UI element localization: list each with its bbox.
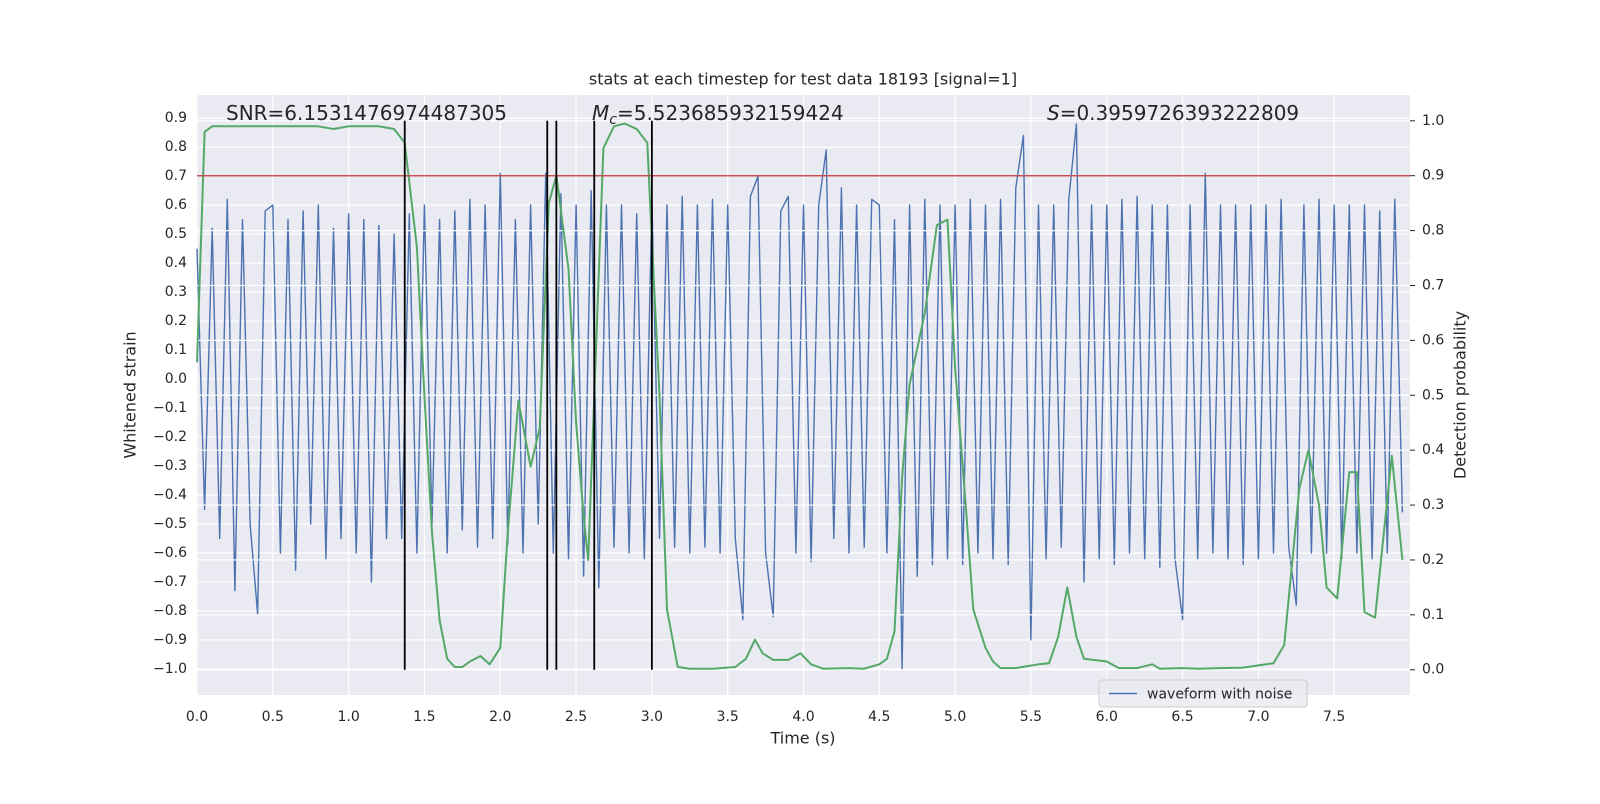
y-axis-label: Whitened strain (121, 331, 140, 458)
chart-title: stats at each timestep for test data 181… (589, 70, 1017, 89)
x-axis-label: Time (s) (769, 729, 835, 748)
y2-axis-label: Detection probability (1451, 311, 1470, 479)
x-tick-label: 3.5 (717, 709, 739, 725)
x-tick-label: 3.0 (641, 709, 663, 725)
y-tick-label: 0.7 (165, 168, 187, 184)
x-tick-label: 4.5 (868, 709, 890, 725)
y2-tick-label: 0.8 (1422, 223, 1444, 239)
y2-tick-label: 0.6 (1422, 332, 1444, 348)
y-tick-label: −0.7 (153, 574, 187, 590)
annotation-text: =5.523685932159424 (617, 101, 844, 125)
y-tick-label: 0.1 (165, 342, 187, 358)
y-tick-label: −0.3 (153, 458, 187, 474)
annotation-text: SNR=6.1531476974487305 (226, 101, 507, 125)
y-tick-label: −1.0 (153, 661, 187, 677)
annotation: S=0.3959726393222809 (1047, 101, 1299, 125)
annotation-symbol: S (1047, 101, 1060, 125)
x-tick-label: 5.5 (1020, 709, 1042, 725)
y-tick-label: 0.9 (165, 110, 187, 126)
x-tick-label: 6.5 (1171, 709, 1193, 725)
y-tick-label: 0.4 (165, 255, 187, 271)
y2-tick-label: 0.2 (1422, 552, 1444, 568)
legend-box (1098, 679, 1308, 708)
x-tick-label: 7.5 (1323, 709, 1345, 725)
y2-tick-label: 0.0 (1422, 662, 1444, 678)
x-tick-label: 0.5 (262, 709, 284, 725)
y-tick-label: 0.2 (165, 313, 187, 329)
y2-tick-label: 0.9 (1422, 168, 1444, 184)
y-tick-label: −0.9 (153, 632, 187, 648)
y-tick-label: −0.4 (153, 487, 187, 503)
y2-tick-label: 1.0 (1422, 113, 1444, 129)
y-tick-label: −0.8 (153, 603, 187, 619)
x-tick-label: 2.5 (565, 709, 587, 725)
y2-tick-label: 0.5 (1422, 387, 1444, 403)
y2-tick-label: 0.7 (1422, 277, 1444, 293)
y-tick-label: −0.5 (153, 516, 187, 532)
y-tick-label: 0.5 (165, 226, 187, 242)
y-tick-label: 0.0 (165, 371, 187, 387)
y-tick-label: 0.6 (165, 197, 187, 213)
line (196, 122, 1404, 670)
annotation: SNR=6.1531476974487305 (226, 101, 507, 125)
x-tick-label: 7.0 (1247, 709, 1269, 725)
x-tick-label: 4.0 (792, 709, 814, 725)
x-tick-label: 1.0 (337, 709, 359, 725)
annotation: Mc=5.523685932159424 (592, 101, 844, 129)
x-tick-label: 6.0 (1096, 709, 1118, 725)
x-tick-label: 1.5 (413, 709, 435, 725)
annotation-text: =0.3959726393222809 (1060, 101, 1299, 125)
y-tick-label: 0.8 (165, 139, 187, 155)
x-tick-label: 5.0 (944, 709, 966, 725)
y-tick-label: −0.2 (153, 429, 187, 445)
x-tick-label: 0.0 (186, 709, 208, 725)
y2-tick-label: 0.3 (1422, 497, 1444, 513)
y-tick-label: −0.1 (153, 400, 187, 416)
y2-tick-label: 0.1 (1422, 607, 1444, 623)
x-tick-label: 2.0 (489, 709, 511, 725)
y-tick-label: −0.6 (153, 545, 187, 561)
y-tick-label: 0.3 (165, 284, 187, 300)
annotation-symbol: M (592, 101, 609, 125)
annotation-subscript: c (609, 112, 617, 128)
legend-label: waveform with noise (1147, 687, 1292, 703)
y2-tick-label: 0.4 (1422, 442, 1444, 458)
line (196, 123, 1404, 670)
